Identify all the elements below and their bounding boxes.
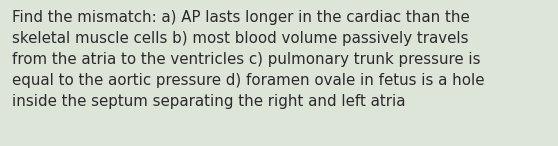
- Text: Find the mismatch: a) AP lasts longer in the cardiac than the
skeletal muscle ce: Find the mismatch: a) AP lasts longer in…: [12, 10, 485, 109]
